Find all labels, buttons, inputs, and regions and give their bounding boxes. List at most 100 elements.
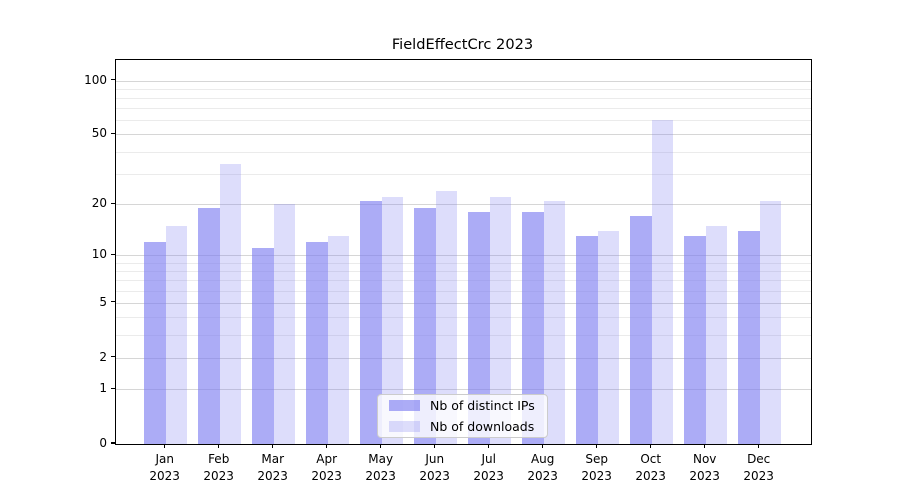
gridline-major xyxy=(116,302,811,304)
legend-swatch-downloads-icon xyxy=(389,421,420,432)
bar-downloads-aug xyxy=(543,200,566,444)
x-axis-label-year: 2023 xyxy=(203,468,234,483)
y-axis-tick xyxy=(110,355,115,358)
y-axis-tick xyxy=(110,253,115,255)
bar-distinct-ips-may xyxy=(360,200,382,444)
bar-distinct-ips-jul xyxy=(468,212,490,444)
x-axis-label-jun: Jun 2023 xyxy=(403,451,467,484)
x-axis-label-year: 2023 xyxy=(743,468,774,483)
bar-downloads-may xyxy=(381,197,404,444)
x-axis-tick xyxy=(758,444,760,449)
gridline-major xyxy=(116,255,811,257)
gridline-major xyxy=(116,389,811,391)
y-axis-label: 2 xyxy=(99,349,107,364)
legend: Nb of distinct IPs Nb of downloads xyxy=(377,394,548,438)
y-axis-tick xyxy=(110,202,115,204)
gridline-major xyxy=(116,204,811,206)
chart-title: FieldEffectCrc 2023 xyxy=(391,36,534,53)
x-axis-tick xyxy=(650,444,652,449)
bar-downloads-apr xyxy=(327,236,350,444)
y-axis-label: 50 xyxy=(91,126,107,141)
x-axis-label-jan: Jan 2023 xyxy=(133,451,197,484)
y-axis-label: 20 xyxy=(91,196,107,211)
x-axis-label-month: Jan xyxy=(155,452,174,466)
x-axis-label-apr: Apr 2023 xyxy=(295,451,359,484)
bar-distinct-ips-nov xyxy=(684,236,706,444)
bar-downloads-mar xyxy=(273,204,296,444)
y-axis-label: 0 xyxy=(99,436,107,450)
legend-label-downloads: Nb of downloads xyxy=(430,419,535,434)
x-axis-label-feb: Feb 2023 xyxy=(187,451,251,484)
x-axis-label-year: 2023 xyxy=(311,468,342,483)
x-axis-tick xyxy=(272,444,274,449)
gridline-minor xyxy=(116,173,811,175)
gridline-minor xyxy=(116,334,811,336)
x-axis-tick xyxy=(164,444,166,449)
bar-distinct-ips-apr xyxy=(306,242,328,444)
x-axis-label-year: 2023 xyxy=(635,468,666,483)
x-axis-label-year: 2023 xyxy=(149,468,180,483)
x-axis-label-aug: Aug 2023 xyxy=(511,451,575,484)
bar-distinct-ips-dec xyxy=(738,230,760,444)
x-axis-tick xyxy=(704,444,706,449)
gridline-minor xyxy=(116,262,811,264)
gridline-minor xyxy=(116,151,811,153)
y-axis-tick xyxy=(110,132,115,134)
x-axis-label-jul: Jul 2023 xyxy=(457,451,521,484)
x-axis-tick xyxy=(542,444,544,449)
gridline-minor xyxy=(116,317,811,319)
legend-entry-downloads: Nb of downloads xyxy=(378,416,547,437)
bar-downloads-nov xyxy=(705,225,728,444)
bar-distinct-ips-mar xyxy=(252,248,274,444)
x-axis-tick xyxy=(434,444,436,449)
gridline-minor xyxy=(116,280,811,282)
x-axis-label-may: May 2023 xyxy=(349,451,413,484)
x-axis-tick xyxy=(596,444,598,449)
legend-label-distinct-ips: Nb of distinct IPs xyxy=(430,398,535,413)
x-axis-label-month: Apr xyxy=(316,452,338,466)
gridline-minor xyxy=(116,97,811,99)
bar-distinct-ips-jan xyxy=(144,242,166,444)
x-axis-tick xyxy=(218,444,220,449)
x-axis-label-nov: Nov 2023 xyxy=(673,451,737,484)
y-axis-label: 1 xyxy=(99,381,107,396)
x-axis-tick xyxy=(380,444,382,449)
bar-distinct-ips-feb xyxy=(198,208,220,444)
x-axis-tick xyxy=(326,444,328,449)
x-axis-label-month: Aug xyxy=(530,452,555,466)
bar-downloads-feb xyxy=(219,164,242,444)
bar-downloads-jun xyxy=(435,190,458,444)
x-axis-label-dec: Dec 2023 xyxy=(727,451,791,484)
x-axis-label-year: 2023 xyxy=(689,468,720,483)
bar-downloads-jan xyxy=(165,225,188,444)
x-axis-label-month: Sep xyxy=(585,452,608,466)
x-axis-label-month: Dec xyxy=(747,452,771,466)
bar-downloads-dec xyxy=(759,200,782,444)
x-axis-label-mar: Mar 2023 xyxy=(241,451,305,484)
bar-downloads-sep xyxy=(597,230,620,444)
gridline-minor xyxy=(116,120,811,122)
legend-swatch-distinct-ips-icon xyxy=(389,400,420,411)
gridline-minor xyxy=(116,88,811,90)
y-axis-tick xyxy=(110,78,115,81)
y-axis-label: 5 xyxy=(99,294,107,309)
x-axis-label-year: 2023 xyxy=(257,468,288,483)
x-axis-label-year: 2023 xyxy=(581,468,612,483)
x-axis-label-month: Feb xyxy=(208,452,230,466)
gridline-major xyxy=(116,357,811,359)
bar-downloads-oct xyxy=(651,120,674,444)
bar-distinct-ips-jun xyxy=(414,208,436,444)
bar-downloads-jul xyxy=(489,197,512,444)
x-axis-label-sep: Sep 2023 xyxy=(565,451,629,484)
x-axis-label-month: Jul xyxy=(481,452,496,466)
x-axis-label-year: 2023 xyxy=(527,468,558,483)
bar-distinct-ips-sep xyxy=(576,236,598,444)
gridline-minor xyxy=(116,290,811,292)
x-axis-label-month: Jun xyxy=(425,452,445,466)
x-axis-label-year: 2023 xyxy=(365,468,396,483)
plot-area xyxy=(115,59,812,445)
x-axis-label-year: 2023 xyxy=(419,468,450,483)
x-axis-label-year: 2023 xyxy=(473,468,504,483)
gridline-minor xyxy=(116,108,811,110)
